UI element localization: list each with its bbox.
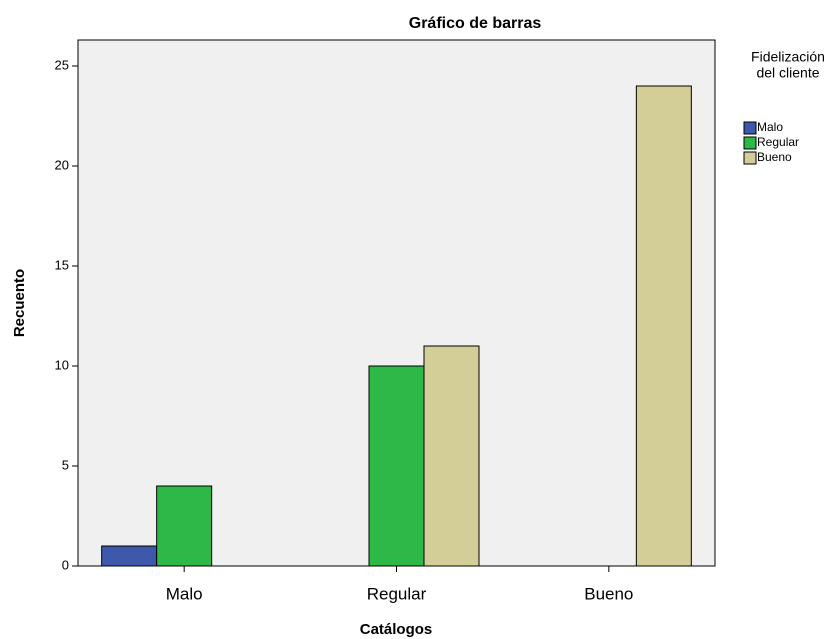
bar — [156, 485, 213, 567]
y-tick-label: 0 — [62, 557, 69, 572]
legend-title: del cliente — [756, 65, 819, 81]
legend-label: Bueno — [757, 150, 792, 164]
legend-title: Fidelización — [751, 49, 825, 65]
legend-swatch — [743, 121, 757, 135]
legend-swatch — [743, 136, 757, 150]
x-tick-label: Bueno — [584, 584, 633, 603]
legend-swatch — [743, 151, 757, 165]
bar — [423, 345, 480, 567]
y-axis-label: Recuento — [11, 269, 28, 337]
x-tick-label: Malo — [166, 584, 203, 603]
y-tick-label: 25 — [55, 57, 69, 72]
x-tick-label: Regular — [367, 584, 427, 603]
y-tick-label: 15 — [55, 257, 69, 272]
bar — [368, 365, 425, 567]
y-tick-label: 20 — [55, 157, 69, 172]
y-tick-label: 10 — [55, 357, 69, 372]
y-tick-label: 5 — [62, 457, 69, 472]
bar — [635, 85, 692, 567]
chart-title: Gráfico de barras — [409, 15, 542, 32]
legend-label: Malo — [757, 120, 783, 134]
legend-label: Regular — [757, 135, 799, 149]
x-axis-label: Catálogos — [360, 621, 433, 638]
bar — [101, 545, 158, 567]
